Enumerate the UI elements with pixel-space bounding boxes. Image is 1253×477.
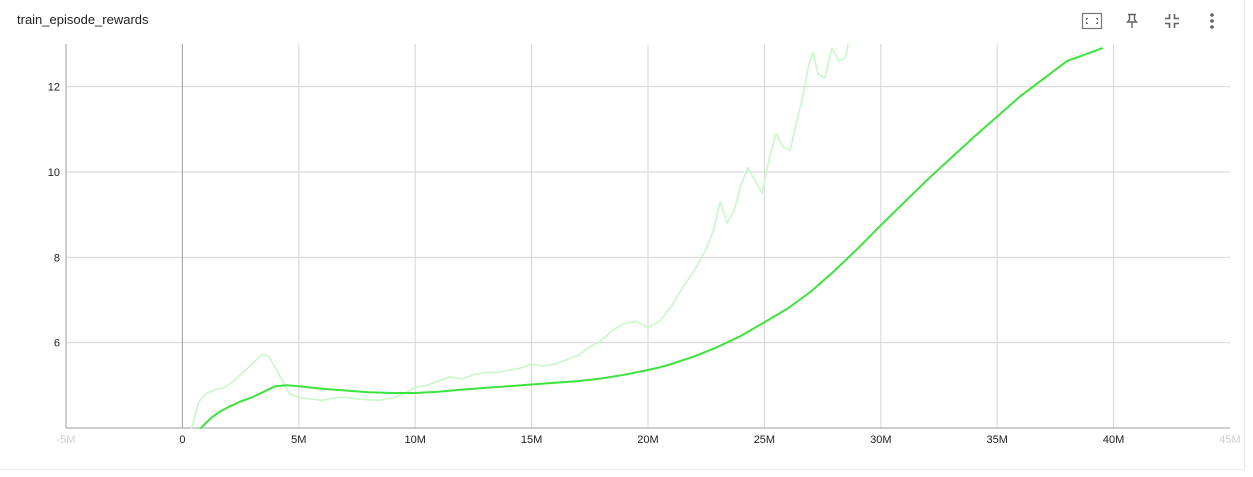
raw-series-line [190, 44, 850, 429]
x-tick-label: 30M [870, 434, 891, 446]
smoothed-series-line [200, 47, 1103, 429]
y-tick-label: 6 [54, 338, 60, 350]
y-tick-label: 8 [54, 252, 60, 264]
x-tick-label: 45M [1219, 434, 1240, 446]
x-tick-label: 35M [986, 434, 1007, 446]
collapse-button[interactable] [1152, 9, 1192, 33]
x-tick-label: 5M [291, 434, 306, 446]
chart-toolbar [1072, 9, 1232, 33]
pin-button[interactable] [1112, 9, 1152, 33]
collapse-icon [1165, 14, 1179, 28]
x-tick-label: 20M [637, 434, 658, 446]
x-tick-label: 0 [179, 434, 185, 446]
pin-icon [1126, 13, 1138, 28]
more-vert-icon [1210, 13, 1214, 29]
x-tick-label: 25M [754, 434, 775, 446]
y-tick-label: 10 [48, 167, 60, 179]
more-options-button[interactable] [1192, 9, 1232, 33]
x-tick-label: -5M [57, 434, 76, 446]
fit-domain-button[interactable] [1072, 9, 1112, 33]
chart-plot[interactable]: -5M 0 5M 10M 15M 20M 25M 30M 35M 40M 45M 6 8 10 12 [0, 0, 1245, 470]
chart-title: train_episode_rewards [17, 12, 149, 27]
x-tick-label: 40M [1103, 434, 1124, 446]
chart-card: train_episode_rewards -5M 0 5M 10M [0, 0, 1245, 470]
x-tick-label: 10M [404, 434, 425, 446]
fit-domain-icon [1081, 12, 1103, 30]
x-tick-label: 15M [521, 434, 542, 446]
y-tick-label: 12 [48, 82, 60, 94]
